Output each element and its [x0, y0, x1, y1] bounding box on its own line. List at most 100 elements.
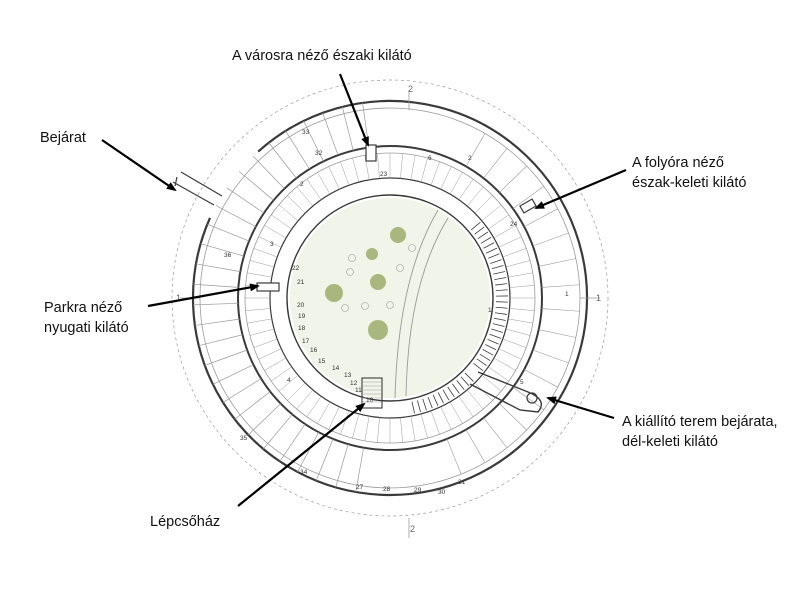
callout-arrows — [101, 73, 627, 507]
seating-row — [490, 259, 502, 264]
outer-room-divider — [234, 391, 271, 420]
inner-room-divider — [340, 161, 350, 186]
northeast-lookout-box — [519, 198, 537, 214]
room-number: 2 — [468, 155, 472, 162]
courtyard-path — [405, 217, 449, 397]
outer-room-divider — [252, 156, 285, 189]
inner-room-divider — [253, 248, 278, 258]
inner-room-divider — [410, 155, 416, 180]
inner-room-divider — [377, 153, 380, 179]
inner-room-divider — [508, 318, 533, 324]
label-northeast-line1: A folyóra néző — [632, 155, 724, 171]
seating-row — [491, 328, 503, 333]
deck-divider — [524, 369, 558, 388]
seating-row — [473, 362, 484, 371]
inner-room-divider — [481, 204, 502, 222]
inner-room-divider — [328, 166, 340, 190]
inner-room-divider — [474, 195, 493, 214]
seating-row — [482, 349, 494, 356]
inner-room-divider — [377, 417, 380, 443]
ramp-lookout-point — [526, 392, 538, 404]
inner-room-divider — [287, 382, 306, 401]
deck-divider — [499, 403, 527, 431]
small-plant — [361, 302, 369, 310]
deck-divider — [499, 165, 527, 193]
outer-room-divider — [285, 130, 310, 170]
inner-room-divider — [296, 389, 314, 410]
seating-row — [427, 396, 433, 409]
inner-room-divider — [258, 348, 282, 360]
outer-wall-ring — [191, 99, 589, 497]
seating-row — [460, 376, 470, 386]
inner-room-divider — [271, 214, 292, 230]
outer-room-divider — [222, 378, 262, 403]
outer-room-divider — [198, 334, 243, 346]
site-boundary-ring — [171, 79, 609, 517]
label-north-lookout: A városra néző északi kilátó — [232, 48, 412, 64]
seating-row — [488, 253, 500, 259]
room-numbers: 3332233622212019181716151413121110232451… — [176, 84, 601, 534]
inner-room-divider — [264, 225, 287, 239]
label-west-line2: nyugati kilátó — [44, 320, 129, 336]
label-northeast-lookout: A folyóra néző észak-keleti kilátó — [632, 153, 746, 193]
seating-row — [411, 401, 415, 414]
inner-room-divider — [364, 416, 370, 441]
inner-room-divider — [249, 260, 275, 268]
arrow-northeast-lookout — [534, 168, 627, 210]
room-number: 36 — [224, 252, 232, 259]
plan-radial-walls — [193, 102, 580, 493]
small-plant — [396, 264, 404, 272]
inner-room-divider — [317, 401, 331, 424]
deck-divider — [538, 258, 576, 267]
room-number: 1 — [565, 291, 569, 298]
inner-room-divider — [420, 413, 428, 439]
small-plant — [346, 268, 354, 276]
label-southeast-line1: A kiállító terem bejárata, — [622, 414, 778, 430]
outer-room-divider — [215, 205, 256, 227]
room-number: 5 — [520, 379, 524, 386]
outer-room-divider — [355, 447, 364, 493]
courtyard-wall-ring — [286, 194, 494, 402]
inner-room-divider — [498, 348, 522, 360]
seating-row — [480, 236, 492, 244]
seating-row — [479, 353, 491, 361]
room-number: 28 — [383, 486, 391, 493]
room-number: 23 — [380, 171, 388, 178]
deck-divider — [465, 133, 486, 167]
inner-room-divider — [430, 410, 440, 435]
tree-canopy — [368, 320, 388, 340]
seating-row — [495, 289, 508, 292]
inner-room-divider — [317, 172, 331, 195]
room-number: 19 — [298, 313, 306, 320]
section-mark: 2 — [410, 524, 415, 534]
outer-room-divider — [193, 302, 239, 306]
inner-room-divider — [449, 401, 463, 424]
outer-room-divider — [315, 438, 334, 481]
seating-row — [437, 392, 444, 404]
inner-room-divider — [306, 179, 322, 200]
seating-row — [494, 312, 507, 315]
inner-room-divider — [247, 272, 272, 278]
outer-room-divider — [335, 444, 349, 488]
deck-divider — [465, 429, 486, 463]
inner-room-divider — [505, 328, 531, 336]
deck-divider — [538, 329, 576, 338]
seating-row — [451, 383, 460, 394]
tree-canopy — [390, 227, 406, 243]
room-number: 1 — [488, 307, 492, 314]
seating-row — [495, 283, 508, 286]
deck-divider — [541, 284, 580, 288]
outer-room-divider — [207, 223, 250, 242]
room-number: 12 — [350, 380, 358, 387]
inner-room-divider — [502, 338, 527, 348]
room-number: 17 — [302, 338, 310, 345]
arrow-entrance — [101, 139, 177, 192]
room-number: 14 — [332, 365, 340, 372]
inner-room-divider — [258, 236, 282, 248]
seating-row — [492, 323, 505, 327]
inner-room-divider — [253, 338, 278, 348]
room-number: 16 — [310, 347, 318, 354]
small-plant — [386, 301, 394, 309]
outer-room-divider — [279, 423, 306, 462]
room-number: 15 — [318, 358, 326, 365]
